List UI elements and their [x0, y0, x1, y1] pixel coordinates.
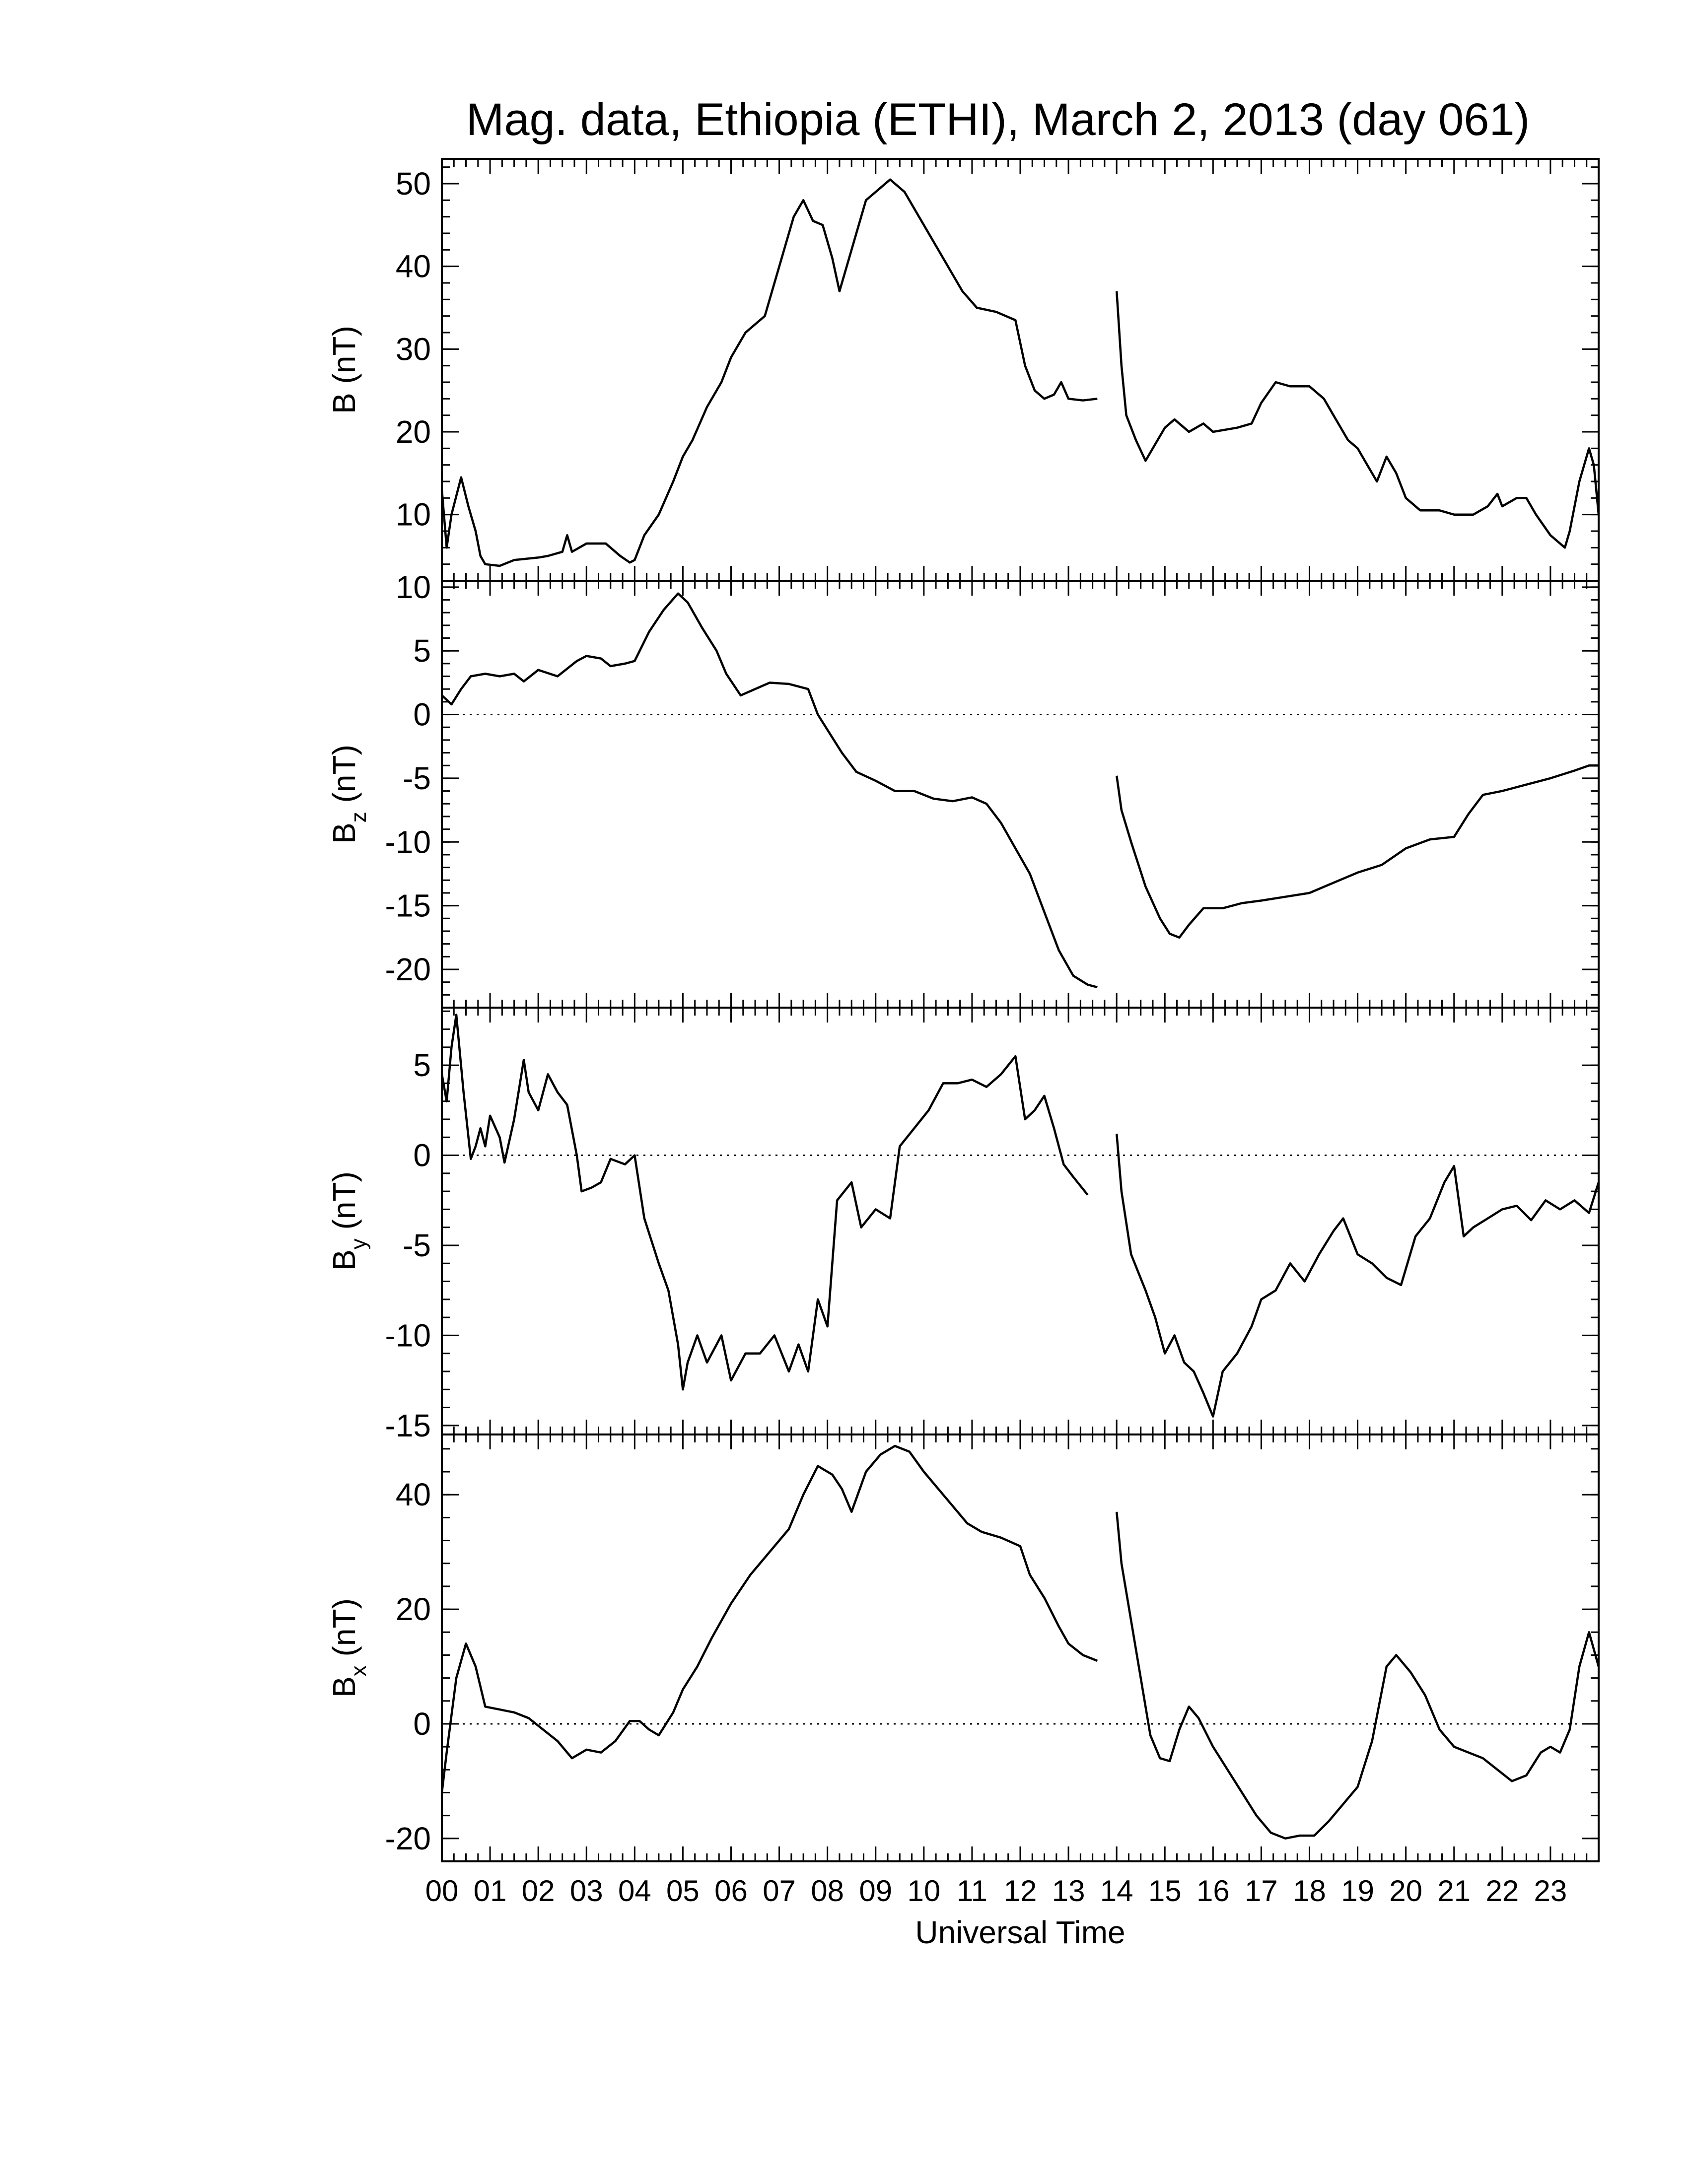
x-tick-label: 00 [425, 1874, 459, 1908]
y-tick-label: -15 [385, 888, 431, 924]
y-axis-label-unit: (nT) [326, 1598, 362, 1665]
y-axis-label-main: B [326, 1676, 362, 1698]
x-tick-label: 19 [1341, 1874, 1374, 1908]
y-axis-label-unit: (nT) [326, 326, 362, 393]
chart-title: Mag. data, Ethiopia (ETHI), March 2, 201… [466, 94, 1530, 145]
y-tick-label: -15 [385, 1408, 431, 1443]
y-axis-label-subscript: y [347, 1238, 371, 1249]
y-tick-label: -5 [403, 1228, 431, 1263]
y-tick-label: 0 [413, 1138, 431, 1173]
x-tick-label: 23 [1534, 1874, 1567, 1908]
x-tick-label: 15 [1148, 1874, 1182, 1908]
y-tick-label: -20 [385, 1821, 431, 1856]
x-tick-label: 08 [811, 1874, 844, 1908]
y-tick-label: 30 [396, 331, 431, 367]
x-tick-label: 17 [1245, 1874, 1278, 1908]
y-tick-label: 10 [396, 497, 431, 533]
x-tick-label: 11 [957, 1874, 987, 1908]
series-by-segment-2 [1115, 1133, 1600, 1418]
x-tick-label: 03 [570, 1874, 603, 1908]
series-bz-segment-2 [1115, 764, 1599, 939]
y-tick-label: 40 [396, 249, 431, 284]
x-tick-label: 01 [474, 1874, 507, 1908]
y-tick-label: 20 [396, 1591, 431, 1627]
x-tick-label: 05 [666, 1874, 700, 1908]
series-bx-segment-1 [440, 1444, 1098, 1793]
y-axis-label-unit: (nT) [326, 745, 362, 812]
y-axis-label: By (nT) [326, 1171, 371, 1271]
x-axis: 00 01 02 03 04 05 06 07 08 09 10 11 12 13 14 15 16 17 18 19… [425, 1874, 1567, 1908]
y-tick-label: 0 [413, 1706, 431, 1742]
x-tick-label: 12 [1004, 1874, 1037, 1908]
y-tick-label: -10 [385, 1317, 431, 1353]
x-tick-label: 18 [1293, 1874, 1326, 1908]
y-axis-label: Bz (nT) [326, 745, 371, 844]
panel-by: -15 -10 -5 0 5 By (nT) [326, 1007, 1600, 1443]
y-axis-label-main: B [326, 393, 362, 414]
y-axis-label: Bx (nT) [326, 1598, 371, 1698]
y-tick-label: -5 [403, 760, 431, 796]
series-bz-segment-1 [441, 592, 1098, 989]
y-tick-label: 40 [396, 1477, 431, 1512]
x-tick-label: 14 [1100, 1874, 1133, 1908]
x-axis-label: Universal Time [915, 1914, 1125, 1950]
y-axis-label-subscript: x [347, 1665, 371, 1676]
panel-bx: -20 0 20 40 Bx (nT) [326, 1433, 1600, 1862]
panel-b: 10 20 30 40 50 B (nT) [326, 158, 1600, 582]
y-axis-label-unit: (nT) [326, 1171, 362, 1238]
y-tick-label: 20 [396, 414, 431, 450]
x-tick-label: 06 [714, 1874, 748, 1908]
series-bx-segment-2 [1115, 1511, 1600, 1840]
x-tick-label: 02 [522, 1874, 555, 1908]
y-tick-label: -20 [385, 952, 431, 987]
x-tick-label: 20 [1389, 1874, 1422, 1908]
x-tick-label: 22 [1485, 1874, 1519, 1908]
y-tick-label: 5 [413, 633, 431, 669]
x-tick-label: 07 [763, 1874, 796, 1908]
y-tick-label: 50 [396, 166, 431, 202]
y-axis-label: B (nT) [326, 326, 362, 414]
series-b-segment-2 [1115, 291, 1600, 549]
x-tick-label: 10 [907, 1874, 940, 1908]
y-tick-label: 10 [396, 569, 431, 605]
y-axis-label-subscript: z [347, 812, 371, 822]
y-tick-label: -10 [385, 824, 431, 860]
x-tick-label: 04 [618, 1874, 651, 1908]
series-by-segment-1 [440, 1014, 1089, 1391]
series-b-segment-1 [440, 178, 1098, 567]
x-tick-label: 09 [859, 1874, 892, 1908]
y-tick-label: 5 [413, 1047, 431, 1083]
x-tick-label: 21 [1437, 1874, 1471, 1908]
y-axis-label-main: B [326, 1249, 362, 1271]
y-axis-label-main: B [326, 822, 362, 844]
x-tick-label: 13 [1052, 1874, 1085, 1908]
x-tick-label: 16 [1196, 1874, 1230, 1908]
y-tick-label: 0 [413, 697, 431, 733]
